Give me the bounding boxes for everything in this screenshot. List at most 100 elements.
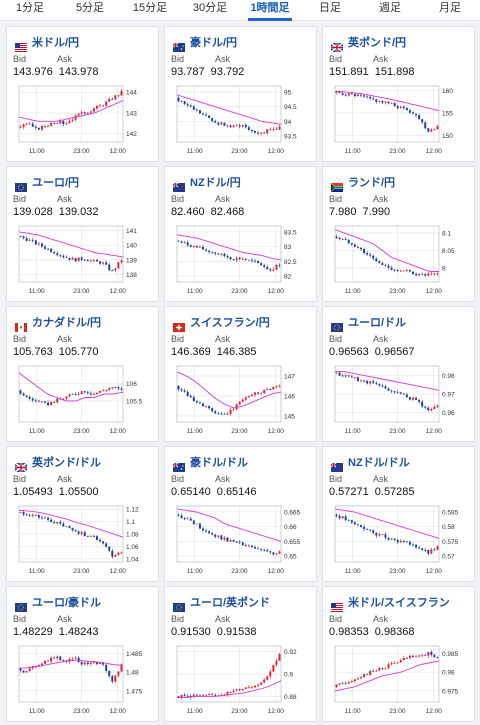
currency-pair-link[interactable]: NZドル/ドル xyxy=(348,457,410,469)
candle-body xyxy=(405,657,408,659)
price-values: 0.96563 0.96567 xyxy=(329,346,421,358)
candle-body xyxy=(232,125,235,128)
rate-card[interactable]: 米ドル/スイスフラン Bid Ask 0.98353 0.98368 0.985 0.98 0… xyxy=(322,586,475,722)
rate-card[interactable]: 豪ドル/円 Bid Ask 93.787 93.792 95 94.5 94 93.5 11:00… xyxy=(164,26,317,162)
currency-pair-link[interactable]: スイスフラン/円 xyxy=(190,317,270,329)
plot-area xyxy=(176,365,282,423)
candle-body xyxy=(366,96,369,98)
mini-chart[interactable]: 144 143 142 11:00 23:00 12:00 xyxy=(13,83,153,156)
tab-timeframe[interactable]: 月足 xyxy=(439,2,461,14)
candle-body xyxy=(347,375,350,377)
moving-average-line xyxy=(18,659,124,669)
mini-chart[interactable]: 8.1 8.05 8 11:00 23:00 12:00 xyxy=(329,223,469,296)
candle-body xyxy=(344,516,347,520)
tab-timeframe[interactable]: 5分足 xyxy=(75,2,105,14)
rate-card[interactable]: スイスフラン/円 Bid Ask 146.369 146.385 147 146 145 11:… xyxy=(164,306,317,442)
mini-chart[interactable]: 141 140 139 138 11:00 23:00 12:00 xyxy=(13,223,153,296)
ask-label: Ask xyxy=(215,474,231,484)
x-tick-label: 23:00 xyxy=(389,428,406,435)
tab-timeframe[interactable]: 15分足 xyxy=(132,2,168,14)
candle-body xyxy=(399,660,402,663)
candle-body xyxy=(235,125,238,127)
card-header: スイスフラン/円 xyxy=(173,316,270,332)
mini-chart[interactable]: 0.585 0.58 0.575 0.57 11:00 23:00 12:00 xyxy=(329,503,469,576)
currency-pair-link[interactable]: 米ドル/スイスフラン xyxy=(348,597,450,609)
currency-pair-link[interactable]: 英ポンド/円 xyxy=(348,37,407,49)
candle-body xyxy=(384,264,387,266)
rate-card[interactable]: 英ポンド/円 Bid Ask 151.891 151.898 160 155 150 11:00… xyxy=(322,26,475,162)
currency-pair-link[interactable]: カナダドル/円 xyxy=(32,317,102,329)
candle-body xyxy=(99,261,102,264)
rate-card[interactable]: ユーロ/英ポンド Bid Ask 0.91530 0.91538 0.92 0.9 0.88 1… xyxy=(164,586,317,722)
mini-chart[interactable]: 0.985 0.98 0.975 11:00 23:00 12:00 xyxy=(329,643,469,716)
mini-chart[interactable]: 1.485 1.48 1.475 11:00 23:00 12:00 xyxy=(13,643,153,716)
mini-chart[interactable]: 147 146 145 11:00 23:00 12:00 xyxy=(171,363,311,436)
x-tick-label: 23:00 xyxy=(389,568,406,575)
candle-body xyxy=(120,90,123,96)
tab-timeframe[interactable]: 1時間足 xyxy=(240,0,300,21)
candle-body xyxy=(257,261,260,264)
candle-body xyxy=(412,655,414,658)
candle-body xyxy=(220,413,223,415)
rate-card[interactable]: 米ドル/円 Bid Ask 143.976 143.978 144 143 142 11:00 2… xyxy=(6,26,159,162)
rate-card[interactable]: 豪ドル/ドル Bid Ask 0.65140 0.65146 0.665 0.66 0.655… xyxy=(164,446,317,582)
currency-pair-link[interactable]: ユーロ/英ポンド xyxy=(190,597,271,609)
currency-pair-link[interactable]: 豪ドル/ドル xyxy=(190,457,249,469)
rate-card[interactable]: NZドル/円 Bid Ask 82.460 82.468 83.5 83 82.5 82 11:0… xyxy=(164,166,317,302)
candle-body xyxy=(247,545,250,547)
candle-body xyxy=(229,257,232,260)
candle-body xyxy=(378,261,381,264)
candle-body xyxy=(254,131,256,133)
price-labels: Bid Ask xyxy=(329,194,417,204)
currency-pair-link[interactable]: 米ドル/円 xyxy=(32,37,80,49)
rate-card[interactable]: ユーロ/ドル Bid Ask 0.96563 0.96567 0.98 0.97 0.96 11… xyxy=(322,306,475,442)
currency-pair-link[interactable]: ユーロ/ドル xyxy=(348,317,407,329)
rate-card[interactable]: ランド/円 Bid Ask 7.980 7.990 8.1 8.05 8 11:00 23:00 1… xyxy=(322,166,475,302)
candle-body xyxy=(412,397,414,400)
mini-chart[interactable]: 83.5 83 82.5 82 11:00 23:00 12:00 xyxy=(171,223,311,296)
flag-icon xyxy=(331,319,343,332)
candle-body xyxy=(77,113,80,116)
bid-label: Bid xyxy=(329,334,343,344)
mini-chart[interactable]: 160 155 150 11:00 23:00 12:00 xyxy=(329,83,469,156)
mini-chart[interactable]: 106 105.5 11:00 23:00 12:00 xyxy=(13,363,153,436)
candle-body xyxy=(114,554,117,557)
currency-pair-link[interactable]: ランド/円 xyxy=(348,177,396,189)
y-tick-label: 0.575 xyxy=(442,539,459,546)
candle-body xyxy=(378,383,381,386)
mini-chart[interactable]: 0.98 0.97 0.96 11:00 23:00 12:00 xyxy=(329,363,469,436)
tab-timeframe[interactable]: 週足 xyxy=(379,2,401,14)
rate-card[interactable]: カナダドル/円 Bid Ask 105.763 105.770 106 105.5 11:00… xyxy=(6,306,159,442)
x-tick-label: 12:00 xyxy=(426,288,443,295)
currency-pair-link[interactable]: 豪ドル/円 xyxy=(190,37,238,49)
candle-body xyxy=(430,408,433,411)
x-tick-label: 23:00 xyxy=(389,148,406,155)
candlestick-chart: 95 94.5 94 93.5 11:00 23:00 12:00 xyxy=(176,85,297,155)
rate-card[interactable]: 英ポンド/ドル Bid Ask 1.05493 1.05500 1.12 1.1 1.08 1.… xyxy=(6,446,159,582)
tab-timeframe[interactable]: 1分足 xyxy=(15,2,45,14)
mini-chart[interactable]: 1.12 1.1 1.08 1.06 1.04 11:00 23:00 12:00 xyxy=(13,503,153,576)
mini-chart[interactable]: 95 94.5 94 93.5 11:00 23:00 12:00 xyxy=(171,83,311,156)
rate-card[interactable]: NZドル/ドル Bid Ask 0.57271 0.57285 0.585 0.58 0.57… xyxy=(322,446,475,582)
rate-card[interactable]: ユーロ/豪ドル Bid Ask 1.48229 1.48243 1.485 1.48 1.47… xyxy=(6,586,159,722)
mini-chart[interactable]: 0.92 0.9 0.88 11:00 23:00 12:00 xyxy=(171,643,311,716)
x-tick-label: 12:00 xyxy=(268,568,285,575)
currency-pair-link[interactable]: ユーロ/豪ドル xyxy=(32,597,102,609)
candle-body xyxy=(338,516,341,519)
candle-body xyxy=(421,401,424,407)
currency-pair-link[interactable]: ユーロ/円 xyxy=(32,177,80,189)
candle-body xyxy=(353,244,356,247)
candle-body xyxy=(399,541,402,543)
candle-body xyxy=(266,266,269,270)
price-labels: Bid Ask xyxy=(329,54,417,64)
tab-timeframe[interactable]: 30分足 xyxy=(192,2,228,14)
currency-pair-link[interactable]: NZドル/円 xyxy=(190,177,241,189)
currency-pair-link[interactable]: 英ポンド/ドル xyxy=(32,457,102,469)
mini-chart[interactable]: 0.665 0.66 0.655 0.65 11:00 23:00 12:00 xyxy=(171,503,311,576)
candle-body xyxy=(338,91,341,94)
rate-card[interactable]: ユーロ/円 Bid Ask 139.028 139.032 141 140 139 138 11:… xyxy=(6,166,159,302)
candle-body xyxy=(266,549,269,552)
ask-value: 0.98368 xyxy=(374,626,415,638)
candle-body xyxy=(22,124,25,128)
tab-timeframe[interactable]: 日足 xyxy=(319,2,341,14)
